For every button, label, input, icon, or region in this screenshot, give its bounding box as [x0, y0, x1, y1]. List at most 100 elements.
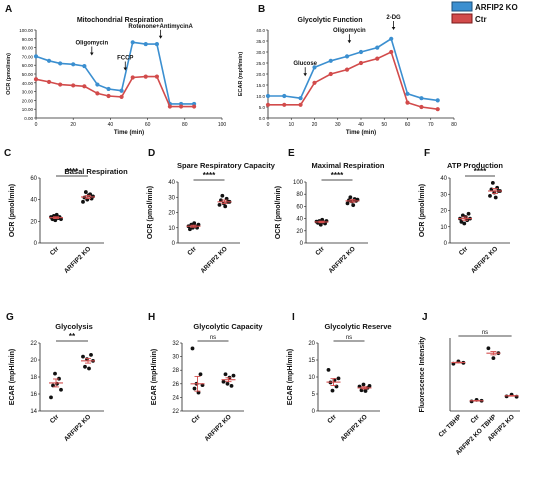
data-point: [435, 98, 440, 103]
y-tick-label: 22: [172, 409, 179, 415]
data-point: [389, 36, 394, 41]
y-tick-label: 30: [172, 355, 179, 361]
series-line-ko: [35, 41, 195, 105]
data-point: [389, 49, 394, 55]
y-tick-label: 20.0: [256, 72, 265, 77]
annotation-arrowhead: [347, 40, 352, 44]
data-point: [130, 75, 135, 80]
data-point: [326, 367, 331, 372]
data-point: [328, 58, 333, 63]
significance-label: ****: [331, 171, 344, 180]
data-point: [367, 383, 372, 388]
data-point: [231, 373, 236, 378]
annotation-arrowhead: [158, 35, 163, 39]
data-point: [220, 193, 225, 198]
significance-label: ns: [346, 335, 352, 341]
data-point: [358, 60, 364, 66]
category-label: Ctr: [458, 245, 470, 257]
y-tick-label: 60: [296, 204, 303, 210]
y-tick-label: 100: [293, 180, 304, 186]
y-tick-label: 0.0: [259, 116, 266, 121]
panel-c: C Basal Respiration OCR (pmol/min) 0 20 40 60 C…: [4, 148, 128, 275]
panel-a: A Mitochondrial Respiration OCR (pmol/min)…: [5, 4, 226, 136]
data-point: [282, 102, 287, 107]
data-point: [178, 104, 184, 109]
panel-title: Glycolytic Capacity: [193, 322, 263, 331]
data-point: [419, 104, 424, 110]
y-tick-label: 50.00: [22, 72, 34, 77]
y-tick-label: 15: [308, 358, 315, 364]
data-point: [188, 227, 192, 232]
x-tick-label: 60: [405, 122, 411, 128]
x-tick-label: 40: [358, 122, 364, 128]
x-tick-label: 0: [35, 122, 38, 128]
panel-f: F ATP Production OCR (pmol/min) 0 10 20 30 40 Ct…: [419, 148, 510, 275]
data-point: [488, 193, 492, 198]
x-tick-label: 80: [451, 122, 457, 128]
data-point: [330, 388, 335, 393]
data-point: [95, 82, 100, 87]
data-point: [83, 364, 87, 369]
data-point: [312, 65, 317, 70]
x-tick-label: 80: [182, 122, 188, 128]
y-tick-label: 40.0: [256, 28, 265, 33]
y-tick-label: 14: [30, 409, 37, 415]
data-point: [223, 372, 228, 377]
panel-title: Spare Respiratory Capacity: [177, 161, 276, 170]
y-tick-label: 40.00: [22, 81, 34, 86]
significance-label: **: [69, 332, 76, 341]
category-label: ARFIP2 KO: [339, 413, 368, 442]
data-point: [192, 104, 197, 109]
category-label: Ctr: [49, 245, 61, 257]
y-tick-label: 5.0: [259, 105, 266, 110]
y-tick-label: 30: [440, 192, 447, 198]
panel-title: Mitochondrial Respiration: [77, 17, 163, 24]
data-point: [225, 381, 230, 386]
y-tick-label: 20: [30, 358, 37, 364]
legend-swatch-ctr: [451, 13, 473, 24]
panel-g: G Glycolysis ECAR (mpH/min) 14 16 18 20 22 Ctr AR…: [6, 312, 104, 443]
x-tick-label: 20: [312, 122, 318, 128]
category-label: ARFIP2 KO: [470, 245, 499, 274]
y-axis-label: OCR (pmol/min): [9, 184, 16, 237]
data-point: [318, 222, 323, 227]
y-axis-label: Fluorescence Intensity: [419, 336, 426, 412]
data-point: [53, 371, 57, 376]
data-point: [223, 204, 228, 209]
y-tick-label: 35.0: [256, 39, 265, 44]
legend: ARFIP2 KO Ctr: [451, 1, 518, 24]
data-point: [83, 190, 88, 194]
y-tick-label: 26: [172, 382, 179, 388]
data-point: [363, 389, 368, 393]
y-tick-label: 40: [30, 198, 37, 204]
y-tick-label: 20: [296, 229, 303, 235]
data-point: [54, 212, 59, 217]
significance-label: ns: [482, 330, 488, 336]
data-point: [33, 54, 39, 59]
significance-label: ****: [203, 171, 216, 180]
significance-label: ****: [66, 167, 79, 176]
annotation-label: Glucose: [293, 61, 317, 67]
y-tick-label: 20.00: [22, 98, 34, 103]
y-tick-label: 0: [300, 241, 304, 247]
data-point: [58, 82, 63, 87]
data-point: [375, 45, 380, 50]
y-axis-label: ECAR (mpH/min): [287, 349, 294, 405]
panel-letter: C: [4, 148, 11, 159]
data-point: [82, 63, 87, 69]
data-point: [459, 219, 464, 224]
y-tick-label: 60: [30, 176, 37, 182]
data-point: [344, 67, 350, 72]
y-tick-label: 10: [308, 375, 315, 381]
panel-letter: J: [422, 312, 428, 323]
data-point: [282, 93, 287, 99]
panel-letter: G: [6, 312, 14, 323]
y-axis-label: OCR (pmol/min): [275, 186, 282, 239]
series-line-ko: [268, 37, 438, 102]
data-point: [82, 84, 87, 89]
category-label: Ctr: [186, 245, 198, 257]
data-point: [460, 213, 465, 218]
y-tick-label: 80.00: [22, 46, 34, 51]
y-tick-label: 40: [296, 217, 303, 223]
